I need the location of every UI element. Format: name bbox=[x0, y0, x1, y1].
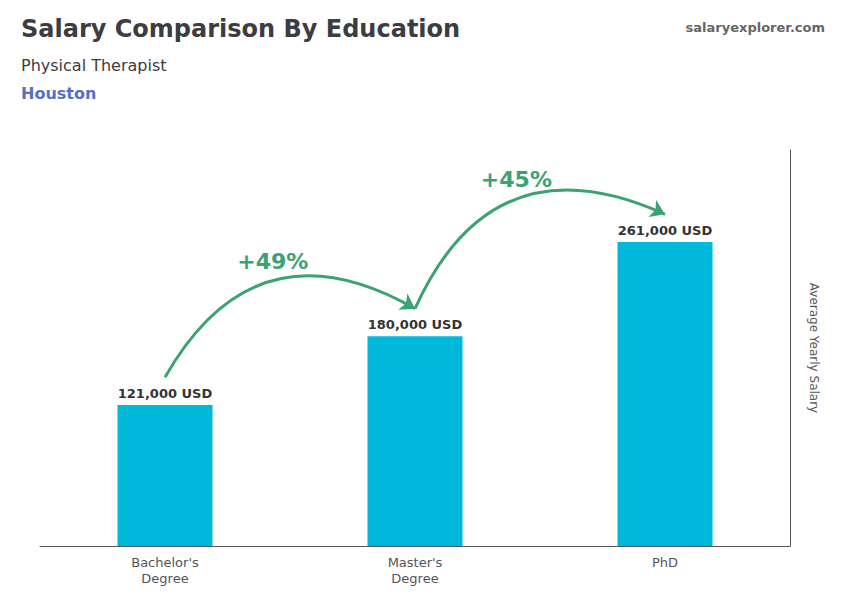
svg-text:121,000 USD: 121,000 USD bbox=[118, 386, 213, 401]
svg-text:180,000 USD: 180,000 USD bbox=[368, 317, 463, 332]
svg-text:salaryexplorer.com: salaryexplorer.com bbox=[686, 20, 825, 35]
svg-text:Salary Comparison By Education: Salary Comparison By Education bbox=[21, 15, 460, 43]
svg-text:Average Yearly Salary: Average Yearly Salary bbox=[807, 283, 821, 413]
svg-text:Degree: Degree bbox=[141, 571, 188, 586]
svg-text:Bachelor's: Bachelor's bbox=[131, 555, 199, 570]
svg-text:Degree: Degree bbox=[391, 571, 438, 586]
svg-text:Physical Therapist: Physical Therapist bbox=[21, 56, 167, 75]
svg-text:+49%: +49% bbox=[237, 249, 308, 274]
svg-text:Master's: Master's bbox=[388, 555, 443, 570]
svg-text:PhD: PhD bbox=[652, 555, 678, 570]
svg-text:+45%: +45% bbox=[481, 167, 552, 192]
svg-text:Houston: Houston bbox=[21, 84, 96, 103]
svg-text:261,000 USD: 261,000 USD bbox=[618, 223, 713, 238]
